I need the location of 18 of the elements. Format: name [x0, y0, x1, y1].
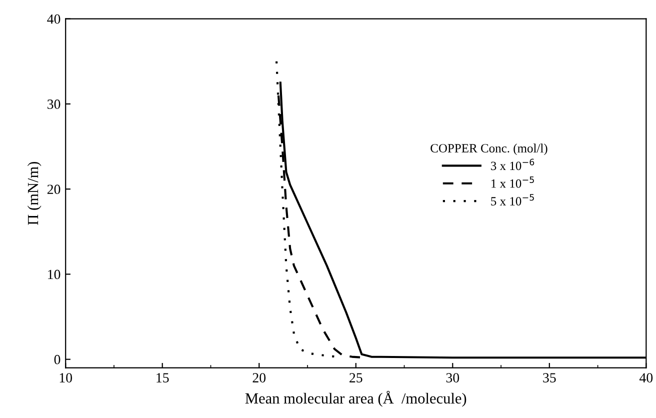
x-tick-label: 20	[252, 373, 266, 382]
y-tick-label: 30	[48, 100, 60, 109]
y-tick-label: 40	[47, 14, 60, 24]
x-tick-label: 40	[639, 373, 653, 382]
legend-label: 3 x 10$^{−6}$	[491, 158, 534, 170]
legend-title: COPPER Conc. (mol/l)	[430, 144, 548, 156]
x-axis-title: Mean molecular area (Å /molecule)	[245, 390, 466, 407]
y-axis-title: Π (mN/m)	[27, 162, 42, 225]
y-tick-label: 10	[48, 270, 60, 280]
x-tick-label: 30	[446, 373, 460, 382]
y-tick-label: 20	[47, 184, 60, 194]
x-tick-label: 15	[156, 373, 169, 382]
x-tick-label: 25	[350, 373, 362, 382]
legend-label: 5 x 10$^{−5}$	[491, 194, 534, 206]
x-tick-label: 35	[543, 373, 556, 382]
x-tick-label: 10	[60, 373, 72, 382]
y-tick-label: 0	[54, 354, 60, 364]
legend-label: 1 x 10$^{−5}$	[492, 176, 534, 188]
